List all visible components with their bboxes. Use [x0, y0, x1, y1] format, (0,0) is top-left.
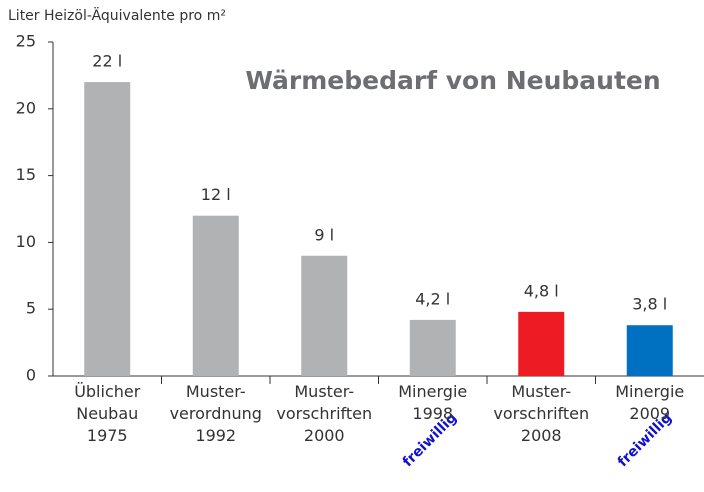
- x-tick-label: Üblicher Neubau 1975: [74, 382, 141, 445]
- x-tick-label-line: 1992: [195, 426, 236, 445]
- bar: [301, 255, 348, 376]
- x-tick-label-line: Muster-: [186, 382, 246, 401]
- x-tick-label-line: Üblicher: [74, 382, 141, 401]
- y-tick-label: 15: [16, 165, 36, 184]
- x-tick-label-line: 1975: [87, 426, 128, 445]
- value-label: 4,2 l: [415, 289, 450, 308]
- bar: [192, 215, 239, 376]
- value-label: 12 l: [201, 185, 231, 204]
- value-label: 22 l: [92, 52, 122, 71]
- x-tick-label: Minergie 1998: [398, 382, 467, 423]
- value-label: 4,8 l: [524, 281, 559, 300]
- y-axis-label: Liter Heizöl-Äquivalente pro m²: [8, 6, 226, 24]
- x-tick-label-line: 2000: [304, 426, 345, 445]
- x-tick-label-line: 2008: [521, 426, 562, 445]
- bar: [626, 325, 673, 376]
- chart-title: Wärmebedarf von Neubauten: [245, 66, 660, 95]
- x-tick-label-line: 2009: [629, 404, 670, 423]
- x-tick-label-line: Muster-: [511, 382, 571, 401]
- value-label: 9 l: [314, 225, 334, 244]
- x-tick-label-line: Minergie: [615, 382, 684, 401]
- y-tick-label: 20: [16, 98, 36, 117]
- x-tick-label: Muster-vorschriften 2000: [276, 382, 372, 445]
- x-tick-label-line: Minergie: [398, 382, 467, 401]
- x-tick-label-line: Muster-: [294, 382, 354, 401]
- x-tick-label-line: verordnung: [170, 404, 262, 423]
- y-tick-label: 0: [26, 366, 36, 385]
- x-tick-label: Muster-vorschriften 2008: [493, 382, 589, 445]
- value-label: 3,8 l: [632, 295, 667, 314]
- x-tick-label-line: vorschriften: [276, 404, 372, 423]
- x-tick-label: Muster-verordnung 1992: [170, 382, 262, 445]
- y-tick-label: 10: [16, 232, 36, 251]
- bar: [409, 319, 456, 376]
- y-tick-label: 5: [26, 299, 36, 318]
- bar: [518, 311, 565, 376]
- x-tick-label-line: Neubau: [76, 404, 138, 423]
- y-tick-label: 25: [16, 32, 36, 51]
- x-tick-label: Minergie 2009: [615, 382, 684, 423]
- x-tick-label-line: 1998: [412, 404, 453, 423]
- bar: [84, 82, 131, 376]
- x-tick-label-line: vorschriften: [493, 404, 589, 423]
